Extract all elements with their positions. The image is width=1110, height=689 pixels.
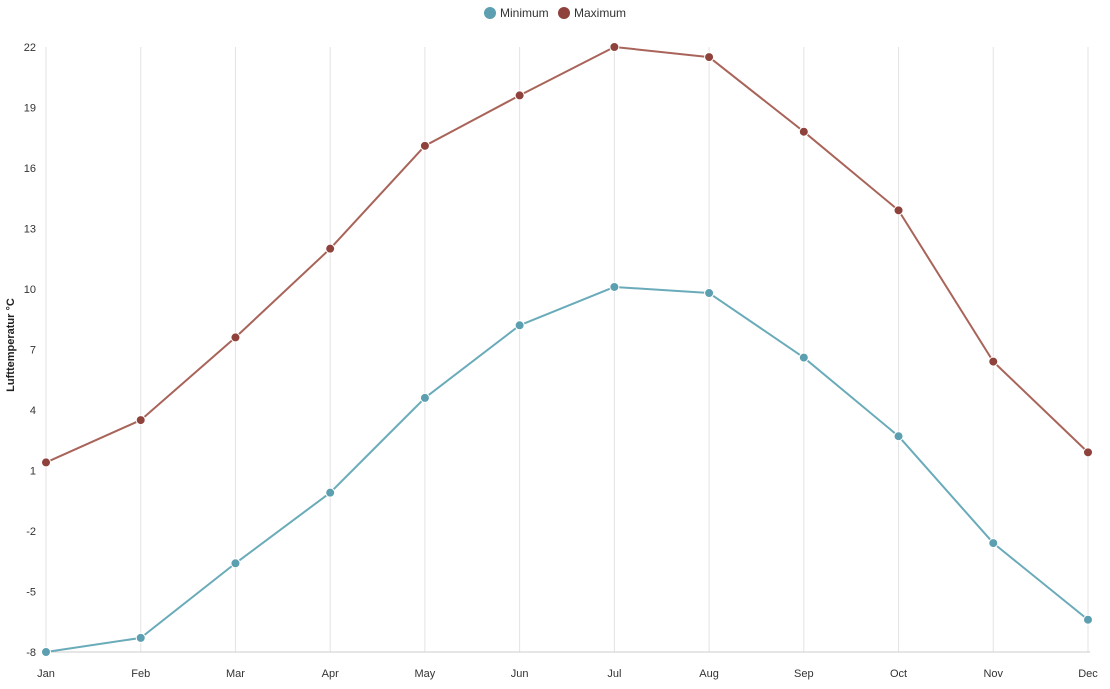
x-tick-label: Dec <box>1078 668 1098 680</box>
data-point-maximum-apr[interactable] <box>325 243 336 254</box>
legend-item-minimum[interactable]: Minimum <box>484 6 549 20</box>
data-point-minimum-jun[interactable] <box>514 320 525 331</box>
data-point-maximum-may[interactable] <box>419 140 430 151</box>
x-tick-label: Apr <box>322 668 339 680</box>
y-axis-title: Lufttemperatur °C <box>5 298 17 392</box>
x-tick-label: Mar <box>226 668 245 680</box>
series-line-maximum <box>45 46 1089 464</box>
series-minimum <box>41 281 1093 657</box>
x-tick-label: Sep <box>794 668 814 680</box>
data-point-maximum-sep[interactable] <box>798 126 809 137</box>
data-point-maximum-jun[interactable] <box>514 90 525 101</box>
legend[interactable]: Minimum Maximum <box>484 6 626 20</box>
series-line-minimum <box>45 285 1089 653</box>
y-tick-label: 16 <box>24 163 36 175</box>
data-point-minimum-may[interactable] <box>419 392 430 403</box>
data-point-maximum-aug[interactable] <box>704 52 715 63</box>
y-tick-label: -5 <box>26 587 36 599</box>
x-tick-label: Jun <box>511 668 529 680</box>
x-tick-label: Feb <box>131 668 150 680</box>
legend-marker-minimum <box>484 7 496 19</box>
series-group <box>41 42 1093 657</box>
data-point-maximum-mar[interactable] <box>230 332 241 343</box>
data-point-minimum-apr[interactable] <box>325 487 336 498</box>
data-point-minimum-aug[interactable] <box>704 288 715 299</box>
data-point-maximum-nov[interactable] <box>988 356 999 367</box>
data-point-maximum-jan[interactable] <box>41 457 51 468</box>
data-point-minimum-dec[interactable] <box>1083 614 1093 625</box>
x-axis-ticks: Jan Feb Mar Apr May Jun Jul Aug Sep Oct Nov Dec <box>37 668 1098 680</box>
legend-label-minimum: Minimum <box>500 6 549 20</box>
data-point-minimum-mar[interactable] <box>230 558 241 569</box>
y-tick-label: 4 <box>30 405 36 417</box>
x-tick-label: Nov <box>983 668 1003 680</box>
data-point-maximum-jul[interactable] <box>609 42 620 52</box>
data-point-minimum-jul[interactable] <box>609 281 620 292</box>
data-point-minimum-feb[interactable] <box>135 632 146 643</box>
legend-item-maximum[interactable]: Maximum <box>558 6 626 20</box>
x-tick-label: May <box>415 668 436 680</box>
data-point-maximum-oct[interactable] <box>893 205 904 216</box>
data-point-maximum-dec[interactable] <box>1083 447 1093 458</box>
grid-lines <box>45 47 1089 652</box>
data-point-minimum-jan[interactable] <box>41 647 51 657</box>
y-tick-label: 7 <box>30 345 36 357</box>
x-tick-label: Jan <box>37 668 55 680</box>
y-tick-label: 10 <box>24 284 36 296</box>
y-tick-label: 1 <box>30 466 36 478</box>
series-maximum <box>41 42 1093 468</box>
x-tick-label: Jul <box>607 668 621 680</box>
y-tick-label: 19 <box>24 103 36 115</box>
y-tick-label: -8 <box>26 647 36 659</box>
data-point-minimum-sep[interactable] <box>798 352 809 363</box>
data-point-minimum-oct[interactable] <box>893 431 904 442</box>
y-tick-label: 13 <box>24 224 36 236</box>
legend-marker-maximum <box>558 7 570 19</box>
y-axis-ticks: -8 -5 -2 1 4 7 10 13 16 19 22 <box>24 42 36 659</box>
legend-label-maximum: Maximum <box>574 6 626 20</box>
x-tick-label: Aug <box>699 668 719 680</box>
y-tick-label: 22 <box>24 42 36 54</box>
x-tick-label: Oct <box>890 668 907 680</box>
y-tick-label: -2 <box>26 526 36 538</box>
data-point-minimum-nov[interactable] <box>988 538 999 549</box>
data-point-maximum-feb[interactable] <box>135 415 146 426</box>
